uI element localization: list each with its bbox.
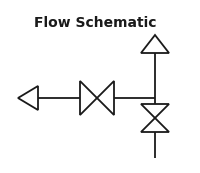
Text: Flow Schematic: Flow Schematic	[34, 16, 156, 30]
